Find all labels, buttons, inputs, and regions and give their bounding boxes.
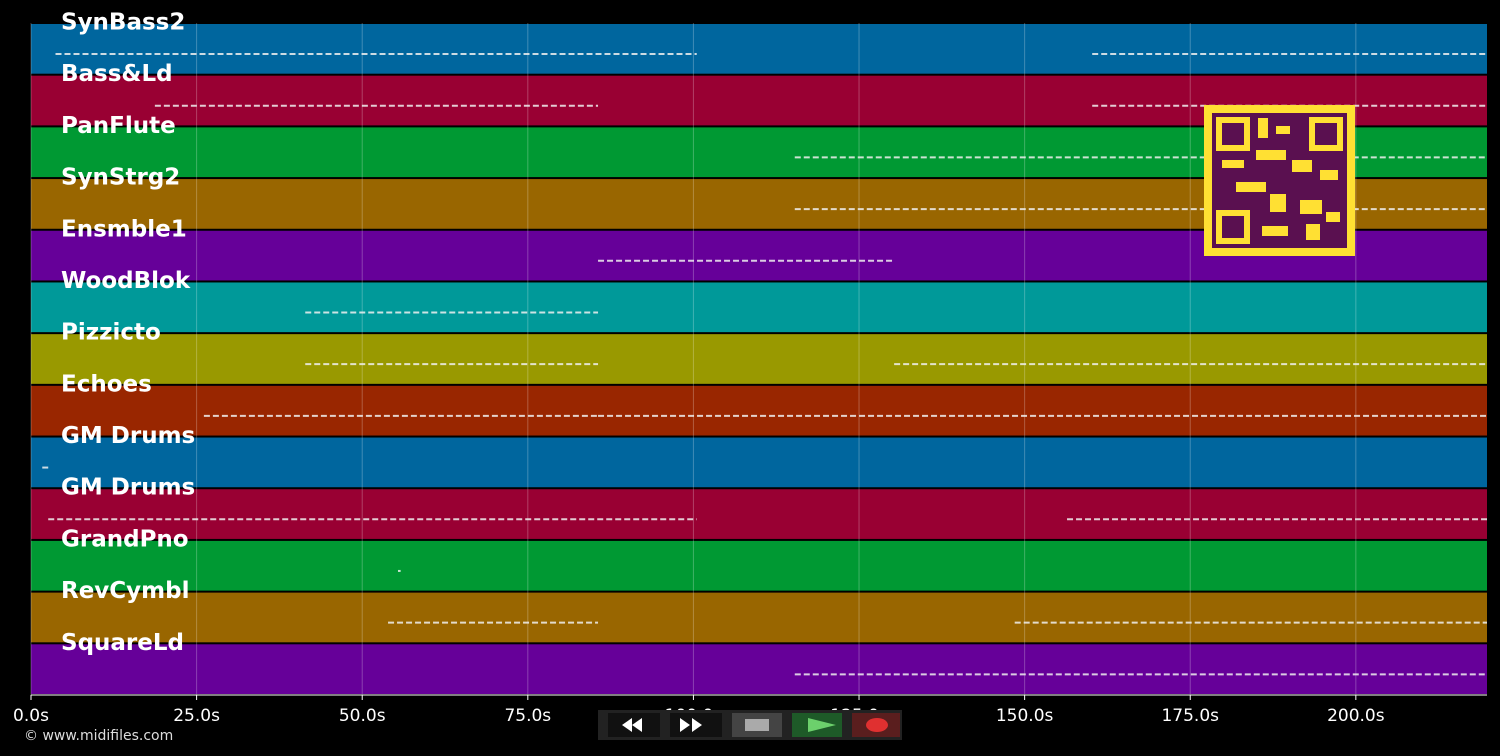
track-lane: [31, 282, 1487, 333]
copyright: © www.midifiles.com: [24, 728, 173, 744]
x-tick-label: 75.0s: [504, 706, 551, 726]
x-tick-label: 175.0s: [1161, 706, 1219, 726]
track-name: Ensmble1: [61, 216, 187, 242]
fast-forward-button[interactable]: [670, 713, 722, 737]
x-tick-label: 25.0s: [173, 706, 220, 726]
track-name: WoodBlok: [61, 268, 191, 294]
x-tick-label: 150.0s: [996, 706, 1054, 726]
track-name: RevCymbl: [61, 578, 190, 604]
track-name: SynBass2: [61, 10, 185, 36]
track-lane: [31, 385, 1487, 436]
track-lane: [31, 489, 1487, 539]
grid: [30, 23, 1357, 695]
stop-button[interactable]: [732, 713, 782, 737]
track-lane: [31, 540, 1487, 591]
record-button[interactable]: [852, 713, 900, 737]
play-button[interactable]: [792, 713, 842, 737]
track-lane: [31, 334, 1487, 384]
x-tick-label: 200.0s: [1327, 706, 1385, 726]
track-name: SquareLd: [61, 630, 184, 656]
track-name: Bass&Ld: [61, 61, 173, 87]
track-name: PanFlute: [61, 113, 176, 139]
x-tick-label: 50.0s: [339, 706, 386, 726]
track-lane: [31, 437, 1487, 488]
track-name: SynStrg2: [61, 165, 180, 191]
track-lane: [31, 592, 1487, 643]
track-lane: [31, 644, 1487, 694]
x-tick-label: 0.0s: [13, 706, 49, 726]
track-name: Echoes: [61, 371, 152, 397]
labels: SynBass2 Bass&Ld PanFlute SynStrg2 Ensmble1 W…: [61, 10, 195, 656]
rewind-button[interactable]: [608, 713, 660, 737]
track-name: Pizzicto: [61, 320, 161, 346]
notes: [42, 53, 1487, 676]
track-name: GM Drums: [61, 475, 195, 501]
track-lane: [31, 24, 1487, 74]
track-name: GrandPno: [61, 526, 189, 552]
track-name: GM Drums: [61, 423, 195, 449]
transport-controls: [598, 710, 902, 740]
qr-code: [1204, 105, 1355, 256]
